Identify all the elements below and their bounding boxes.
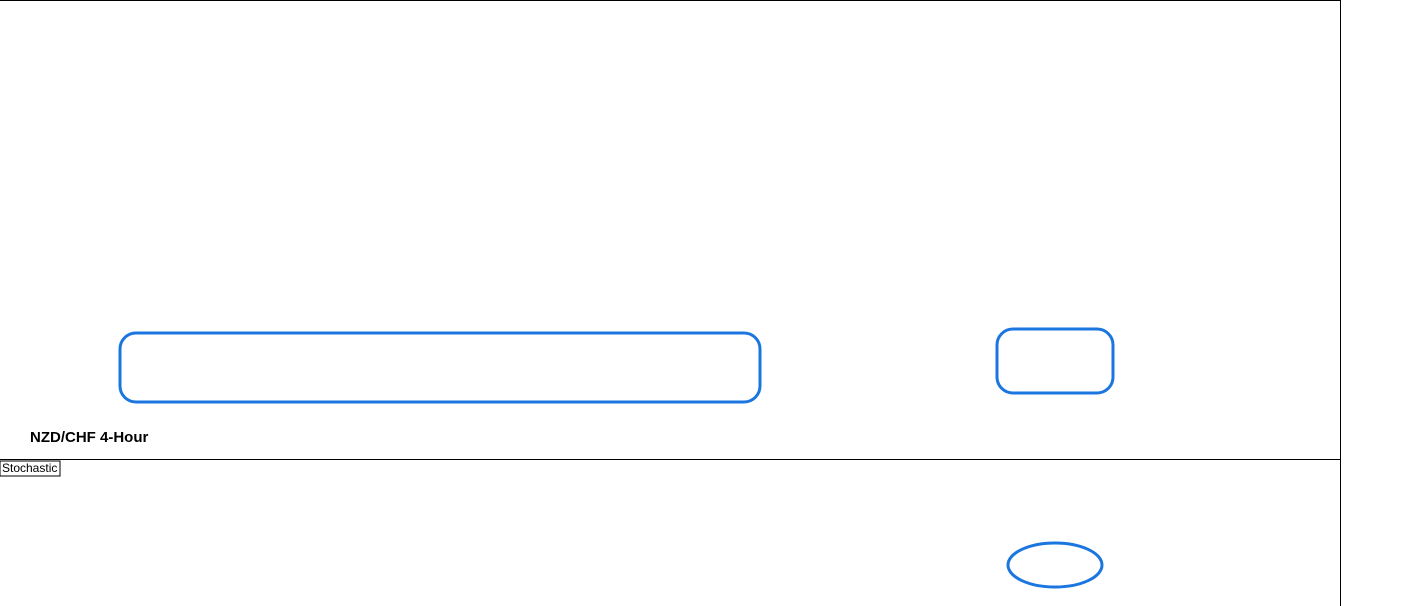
chart-title: NZD/CHF 4-Hour — [30, 429, 148, 446]
highlight-ellipse — [1006, 541, 1104, 589]
highlight-box — [118, 331, 762, 404]
highlight-box — [995, 327, 1115, 395]
indicator-label-box — [0, 460, 61, 477]
indicator-label: Stochastic — [2, 461, 57, 475]
